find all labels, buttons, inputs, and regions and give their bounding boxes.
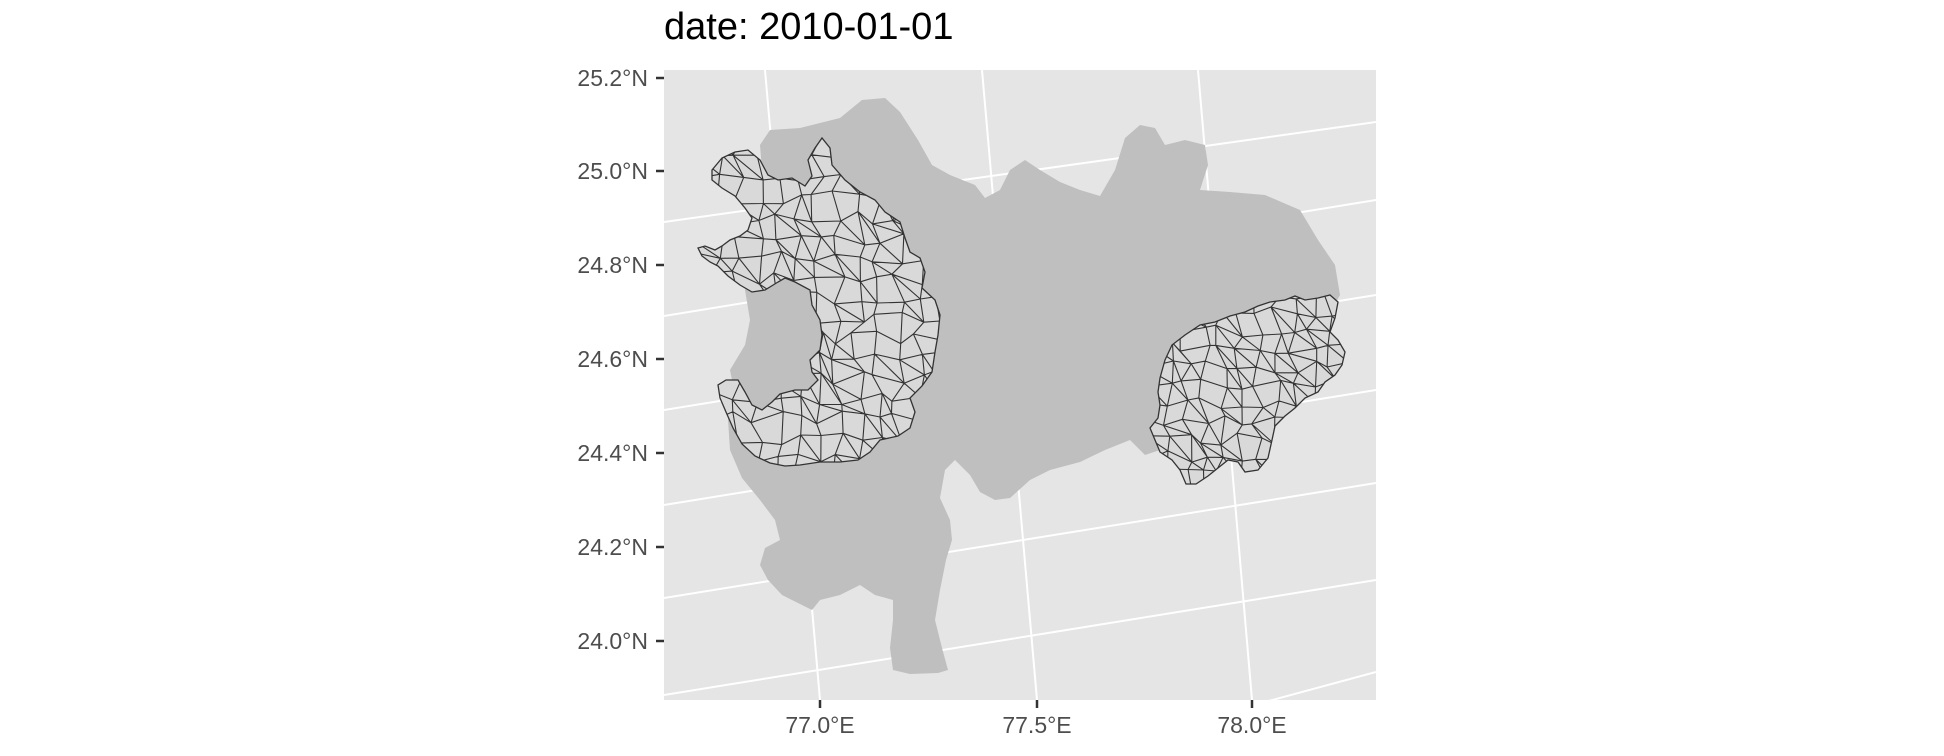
subdivision-outline <box>697 136 941 467</box>
subdivision-fill <box>1150 295 1345 484</box>
y-tick-label: 24.4°N <box>577 440 648 466</box>
y-axis: 25.2°N 25.0°N 24.8°N 24.6°N 24.4°N 24.2°… <box>577 65 664 654</box>
x-tick-label: 77.0°E <box>785 712 854 738</box>
x-axis: 77.0°E 77.5°E 78.0°E <box>785 700 1287 738</box>
y-tick-label: 24.8°N <box>577 252 648 278</box>
y-tick-label: 24.2°N <box>577 534 648 560</box>
y-tick-label: 25.2°N <box>577 65 648 91</box>
plot-title: date: 2010-01-01 <box>664 6 954 48</box>
grid-parallel-23-8 <box>1268 671 1376 700</box>
subdivision-outline <box>1149 294 1346 485</box>
x-tick-label: 77.5°E <box>1002 712 1071 738</box>
x-tick-label: 78.0°E <box>1217 712 1286 738</box>
grid-parallel-24-0 <box>664 579 1376 696</box>
y-tick-label: 24.0°N <box>577 628 648 654</box>
y-tick-label: 24.6°N <box>577 346 648 372</box>
y-tick-label: 25.0°N <box>577 158 648 184</box>
